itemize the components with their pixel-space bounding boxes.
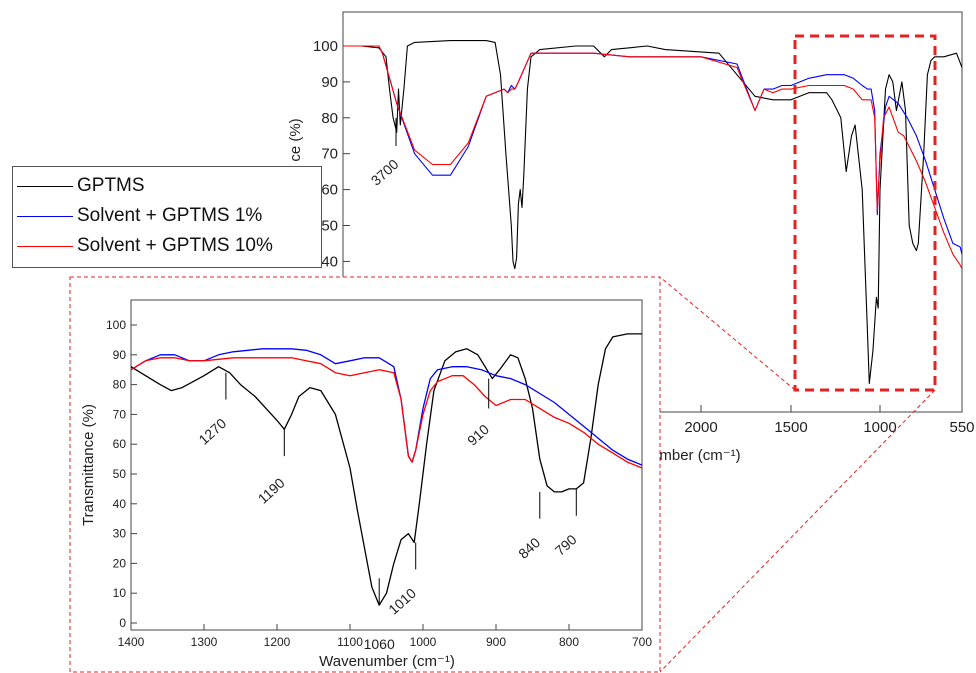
main-y-tick-label: 100 [313,38,338,55]
main-y-axis: 40 50 60 70 80 90 100 [313,38,350,270]
inset-x-tick-label: 1000 [410,635,437,649]
main-y-tick-label: 40 [321,253,338,270]
inset-y-tick-label: 30 [113,527,127,541]
main-x-tick-label: 1500 [774,419,807,436]
inset-y-tick-label: 60 [113,437,127,451]
legend: GPTMS Solvent + GPTMS 1% Solvent + GPTMS… [12,166,322,268]
inset-x-tick-label: 700 [632,635,652,649]
main-y-tick-label: 70 [321,146,338,163]
legend-label: Solvent + GPTMS 10% [77,235,273,256]
inset-y-tick-label: 100 [106,318,126,332]
legend-swatch-gptms [17,185,73,187]
inset-y-tick-label: 10 [113,586,127,600]
inset-y-axis: 0 10 20 30 40 50 60 70 80 90 100 [106,318,137,630]
main-x-axis: 2000 1500 1000 550 [684,405,975,436]
inset-x-tick-label: 1400 [118,635,145,649]
inset-y-tick-label: 50 [113,467,127,481]
legend-swatch-solvent-1 [17,215,73,217]
main-x-axis-label: mber (cm⁻¹) [659,447,740,464]
inset-x-tick-label: 1100 [337,635,363,649]
inset-y-tick-label: 70 [113,407,127,421]
main-y-tick-label: 80 [321,110,338,127]
legend-item-solvent-1: Solvent + GPTMS 1% [17,203,262,229]
main-y-tick-label: 50 [321,218,338,235]
inset-x-tick-label: 1200 [264,635,291,649]
inset-y-tick-label: 20 [113,556,127,570]
main-series-gptms [343,40,962,385]
main-series-solvent-gptms-1 [343,45,962,255]
main-y-tick-label: 90 [321,74,338,91]
inset-plot-frame [130,299,643,631]
legend-label: GPTMS [77,175,145,196]
legend-swatch-solvent-10 [17,245,73,247]
inset-y-tick-label: 90 [113,348,127,362]
inset-y-tick-label: 40 [113,497,127,511]
inset-x-axis-label: Wavenumber (cm⁻¹) [319,653,455,670]
inset-y-tick-label: 80 [113,378,127,392]
inset-x-tick-label: 800 [559,635,579,649]
main-series-solvent-gptms-10 [343,45,962,269]
inset-series-lines [131,333,642,606]
inset-series-gptms [131,333,642,606]
main-series-lines [343,40,962,385]
main-y-tick-label: 60 [321,182,338,199]
inset-x-axis: 1400 1300 1200 1100 1000 900 800 700 [118,624,652,649]
zoom-region-box [793,34,937,392]
main-x-tick-label: 1000 [863,419,896,436]
legend-label: Solvent + GPTMS 1% [77,205,263,226]
zoom-connector-bottom [659,389,936,673]
zoom-connector-top [659,276,796,391]
inset-series-solvent-gptms-10 [131,357,642,469]
inset-y-tick-label: 0 [119,616,126,630]
main-x-tick-label: 550 [949,419,974,436]
main-x-tick-label: 2000 [684,419,717,436]
inset-x-tick-label: 1300 [191,635,218,649]
legend-item-solvent-10: Solvent + GPTMS 10% [17,233,273,259]
peak-label-1060: 1060 [364,636,395,652]
inset-y-axis-label: Transmittance (%) [80,404,97,526]
inset-x-tick-label: 900 [486,635,506,649]
legend-item-gptms: GPTMS [17,173,145,199]
main-y-axis-label: ce (%) [287,118,304,161]
